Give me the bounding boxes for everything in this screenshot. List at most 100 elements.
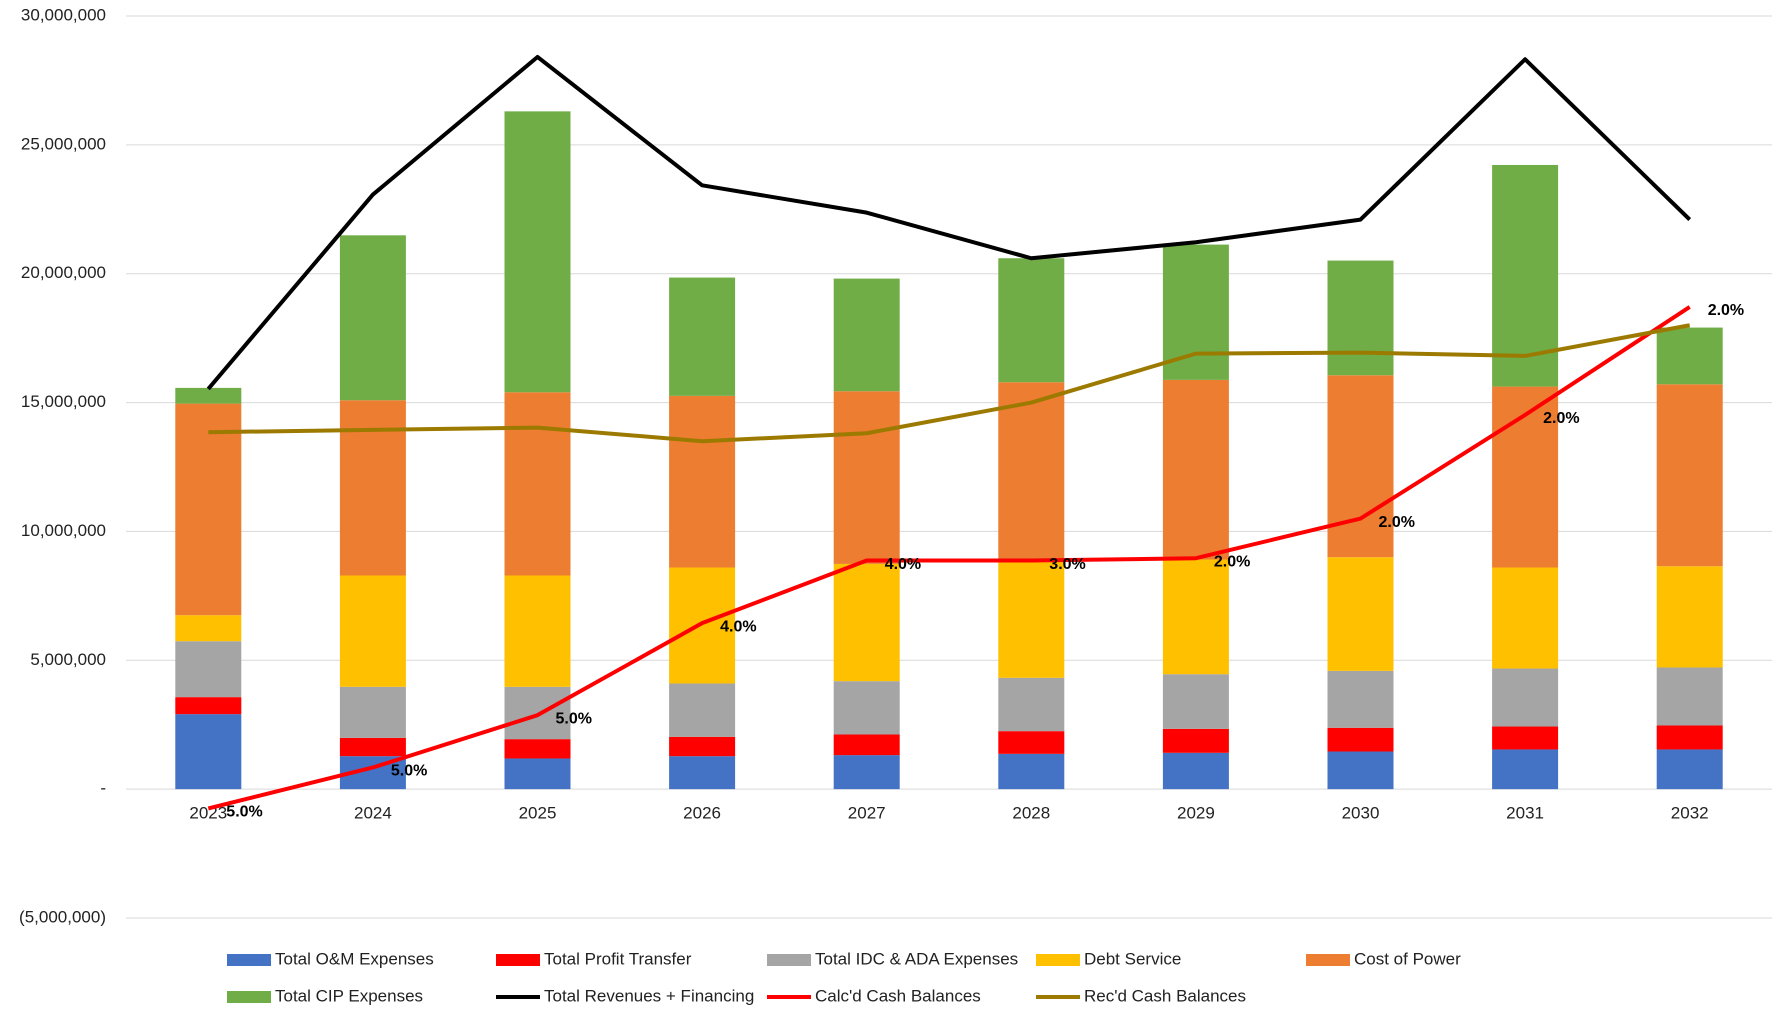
- bar-segment: [1656, 725, 1723, 750]
- bar-segment: [339, 400, 406, 576]
- bar-segment: [1656, 566, 1723, 668]
- y-tick-label: 15,000,000: [21, 392, 106, 411]
- y-tick-label: 30,000,000: [21, 5, 106, 24]
- point-annotation: 2.0%: [1214, 553, 1250, 570]
- bar-segment: [998, 677, 1065, 732]
- bar-segment: [175, 387, 242, 404]
- point-annotation: 5.0%: [226, 804, 262, 821]
- x-tick-label: 2026: [683, 804, 721, 823]
- bar-segment: [998, 561, 1065, 678]
- bar-segment: [669, 756, 736, 790]
- x-tick-label: 2025: [519, 804, 557, 823]
- x-tick-label: 2027: [848, 804, 886, 823]
- bar-segment: [504, 758, 571, 790]
- x-tick-label: 2031: [1506, 804, 1544, 823]
- bar-segment: [339, 235, 406, 401]
- bar-segment: [1162, 379, 1229, 560]
- bar-segment: [669, 395, 736, 568]
- x-tick-label: 2029: [1177, 804, 1215, 823]
- bar-segment: [833, 391, 900, 564]
- bar-segment: [1162, 674, 1229, 729]
- bar-segment: [669, 277, 736, 396]
- bar-segment: [1492, 726, 1559, 750]
- line-series: [208, 323, 1691, 444]
- bar-segment: [175, 403, 242, 616]
- bar-segment: [833, 681, 900, 735]
- bar-segment: [504, 739, 571, 759]
- line-series: [207, 305, 1691, 811]
- point-annotation: 2.0%: [1379, 514, 1415, 531]
- bar-segment: [1656, 667, 1723, 726]
- y-tick-label: (5,000,000): [19, 907, 106, 926]
- bar-segment: [1162, 244, 1229, 380]
- point-annotation: 4.0%: [720, 618, 756, 635]
- point-annotation: 2.0%: [1708, 302, 1744, 319]
- bar-segment: [175, 714, 242, 790]
- bar-segment: [339, 686, 406, 738]
- bar-segment: [1327, 557, 1394, 671]
- point-annotation: 2.0%: [1543, 410, 1579, 427]
- bar-segment: [1327, 260, 1394, 376]
- legend-label: Total CIP Expenses: [275, 986, 423, 1005]
- legend-label: Cost of Power: [1354, 949, 1461, 968]
- bar-segment: [339, 737, 406, 757]
- bar-segment: [1656, 327, 1723, 385]
- bar-segment: [339, 575, 406, 687]
- bar-segment: [1162, 559, 1229, 675]
- bar-segment: [833, 278, 900, 392]
- bar-segment: [1327, 375, 1394, 558]
- bar-segment: [998, 382, 1065, 562]
- bar-segment: [504, 111, 571, 393]
- legend-swatch: [1306, 954, 1350, 966]
- bar-segment: [1656, 749, 1723, 790]
- bar-segment: [175, 615, 242, 642]
- bar-segment: [1492, 164, 1559, 387]
- bar-segment: [1162, 728, 1229, 753]
- legend-swatch: [227, 954, 271, 966]
- bar-segment: [833, 755, 900, 790]
- y-tick-label: 5,000,000: [30, 650, 106, 669]
- bar-segment: [1492, 749, 1559, 790]
- legend-swatch: [767, 954, 811, 966]
- bar-segment: [1162, 752, 1229, 790]
- legend-label: Rec'd Cash Balances: [1084, 986, 1246, 1005]
- bar-segment: [998, 753, 1065, 790]
- point-annotation: 3.0%: [1049, 556, 1085, 573]
- legend-label: Total O&M Expenses: [275, 949, 434, 968]
- bar-segment: [669, 736, 736, 757]
- y-tick-label: 20,000,000: [21, 263, 106, 282]
- x-tick-label: 2023: [189, 804, 227, 823]
- legend-label: Debt Service: [1084, 949, 1181, 968]
- bar-segment: [998, 258, 1065, 383]
- legend-label: Total Revenues + Financing: [544, 986, 754, 1005]
- point-annotation: 4.0%: [885, 556, 921, 573]
- bar-segment: [1656, 384, 1723, 567]
- point-annotation: 5.0%: [391, 763, 427, 780]
- legend-swatch: [496, 954, 540, 966]
- bar-segment: [833, 734, 900, 756]
- legend-label: Total IDC & ADA Expenses: [815, 949, 1018, 968]
- bar-segment: [1327, 727, 1394, 752]
- bar-segment: [998, 731, 1065, 754]
- bar-segment: [175, 641, 242, 698]
- bar-segment: [1327, 751, 1394, 790]
- bar-segment: [504, 575, 571, 687]
- bar-segment: [669, 683, 736, 737]
- legend-swatch: [227, 991, 271, 1003]
- bar-segment: [175, 697, 242, 715]
- legend-swatch: [1036, 954, 1080, 966]
- bar-segment: [669, 567, 736, 684]
- x-tick-label: 2024: [354, 804, 392, 823]
- bar-segment: [833, 563, 900, 682]
- x-tick-label: 2030: [1342, 804, 1380, 823]
- point-annotation: 5.0%: [556, 710, 592, 727]
- x-tick-label: 2032: [1671, 804, 1709, 823]
- y-tick-label: -: [100, 779, 106, 798]
- bar-segment: [1327, 670, 1394, 728]
- bar-segment: [1492, 668, 1559, 727]
- bar-segment: [1492, 567, 1559, 669]
- legend-label: Calc'd Cash Balances: [815, 986, 981, 1005]
- y-tick-label: 25,000,000: [21, 134, 106, 153]
- legend-label: Total Profit Transfer: [544, 949, 692, 968]
